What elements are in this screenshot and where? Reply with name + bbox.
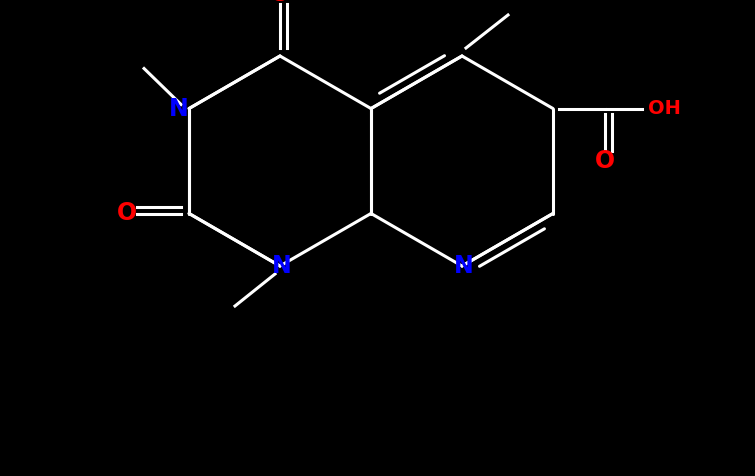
Text: N: N — [272, 254, 292, 278]
Text: O: O — [595, 149, 615, 172]
Text: O: O — [270, 0, 290, 6]
Text: O: O — [117, 201, 137, 226]
Text: OH: OH — [649, 99, 681, 118]
Text: N: N — [169, 97, 189, 120]
Text: N: N — [454, 254, 474, 278]
